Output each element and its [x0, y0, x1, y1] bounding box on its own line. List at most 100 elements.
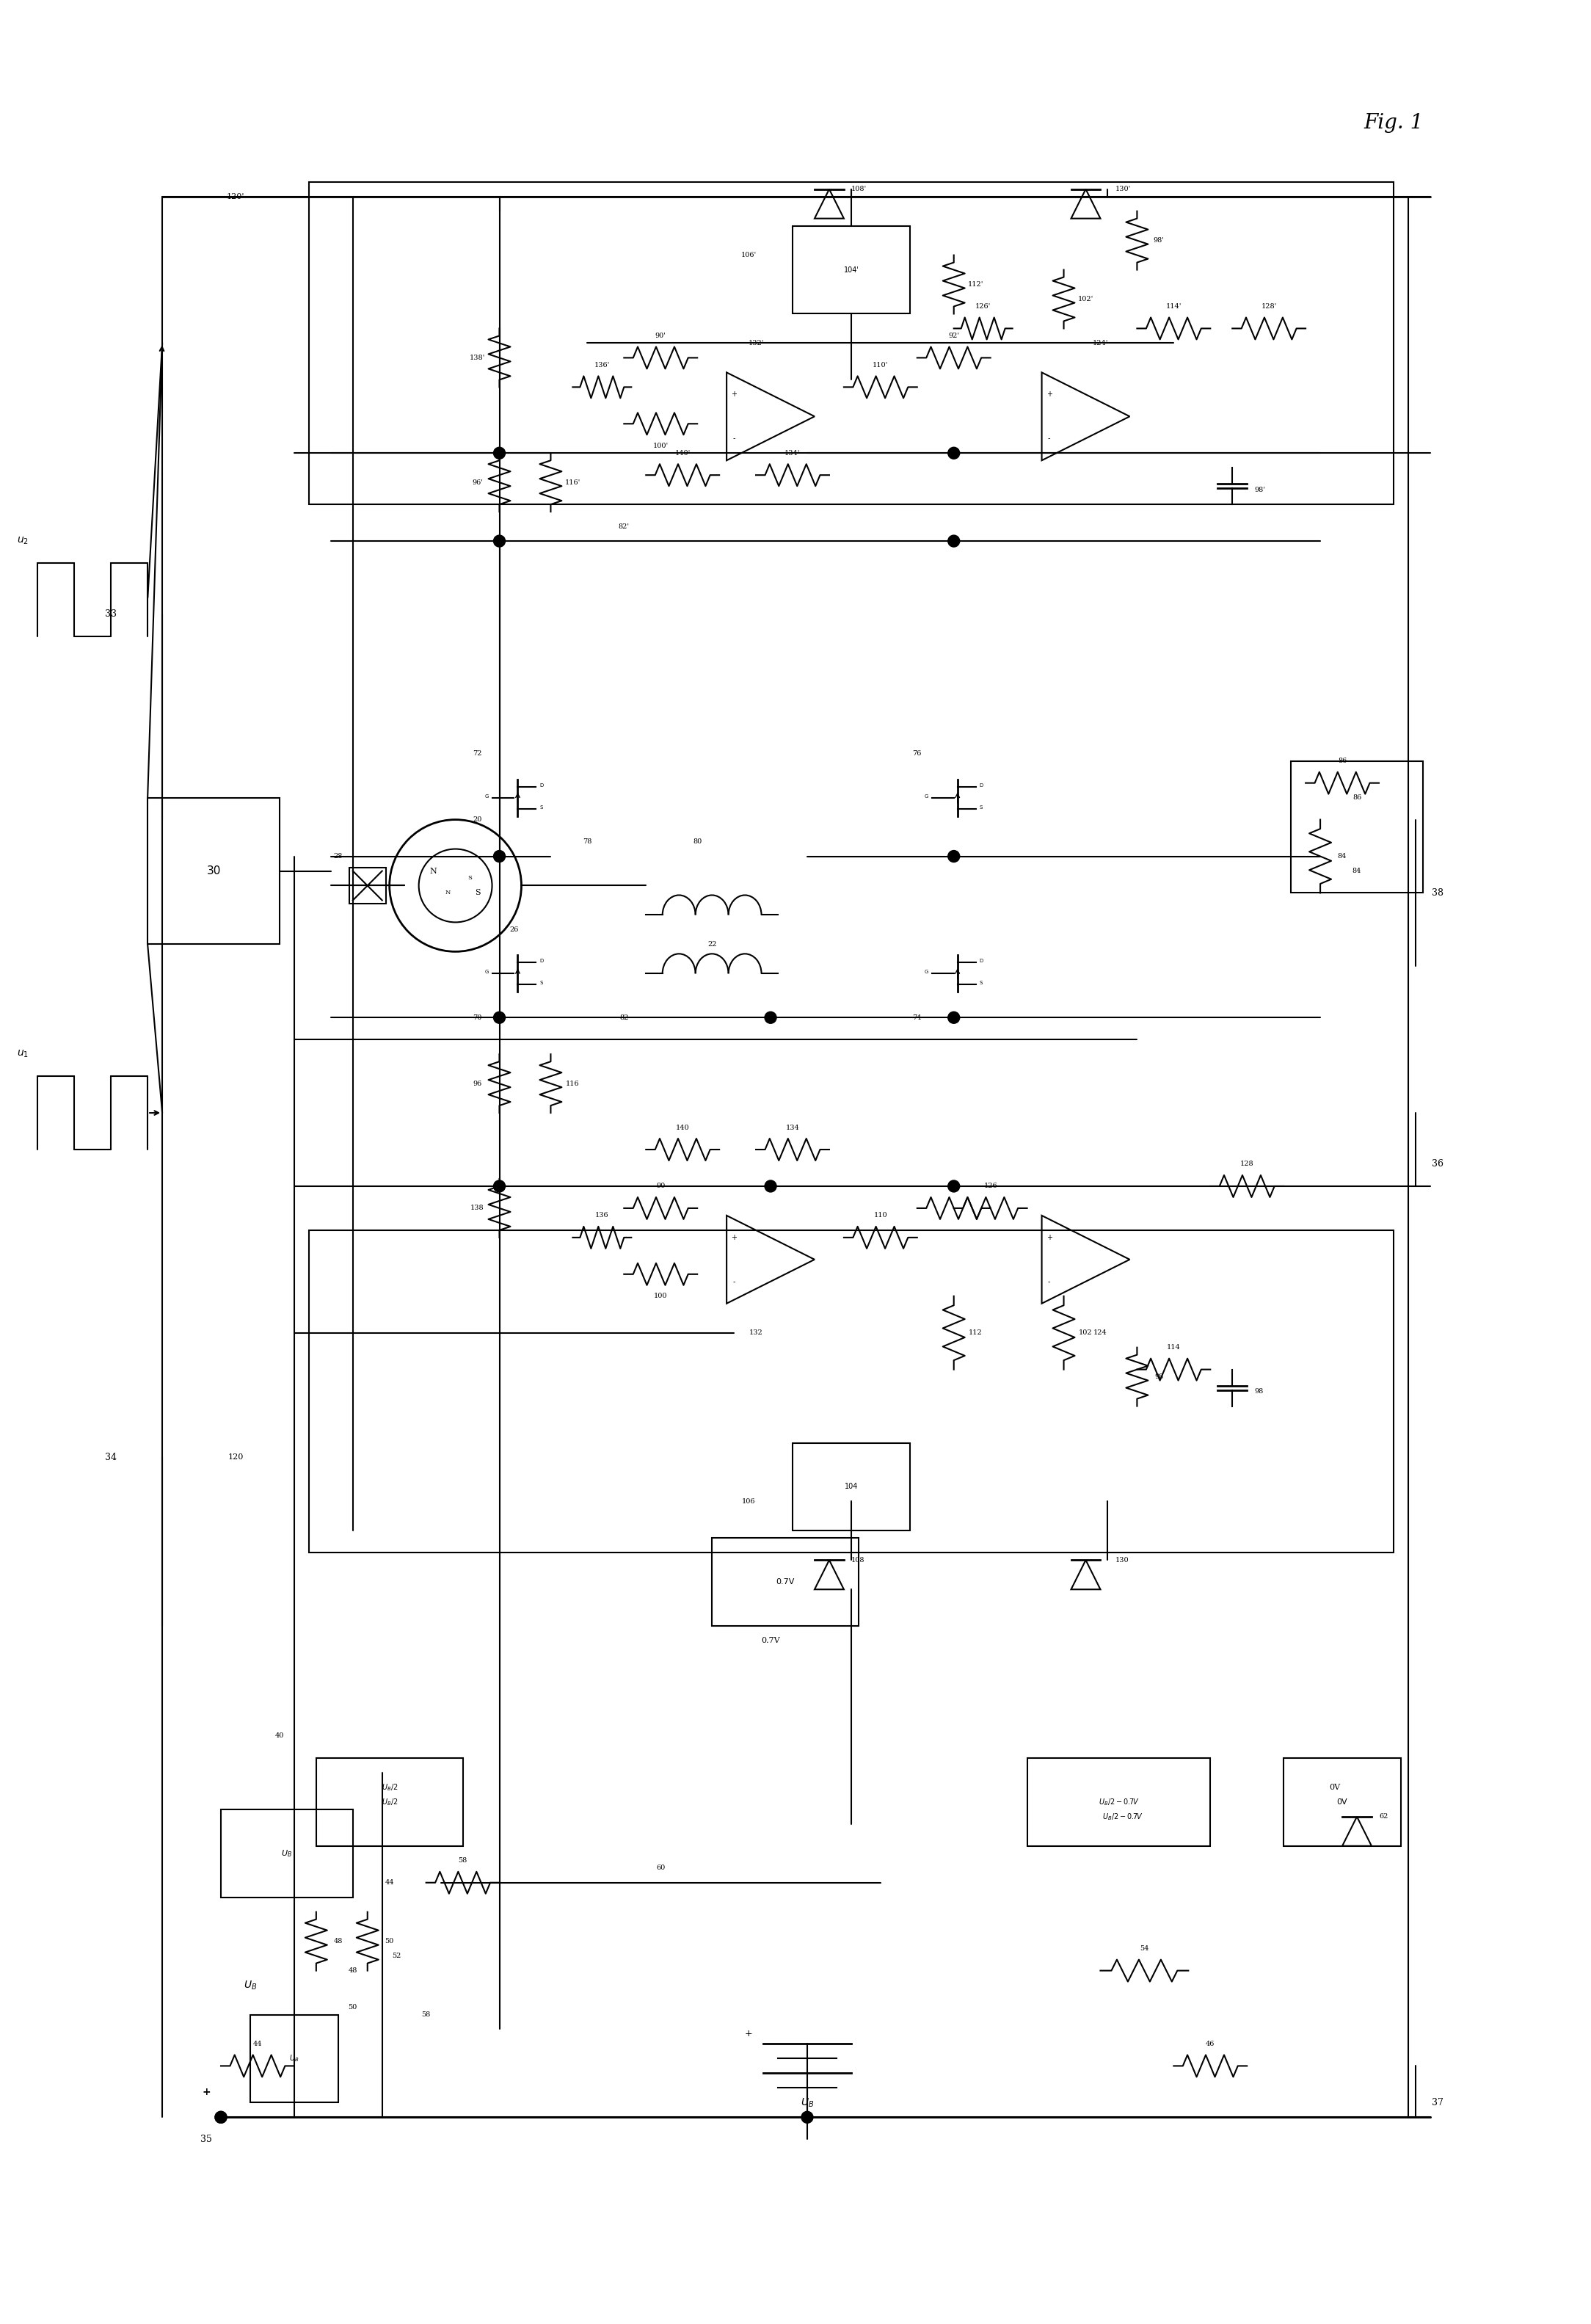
- Text: 22: 22: [708, 941, 716, 948]
- Text: $U_B/2$: $U_B/2$: [382, 1783, 398, 1792]
- Text: 54: 54: [1139, 1945, 1149, 1952]
- Text: 78: 78: [582, 839, 592, 846]
- Text: 134': 134': [784, 451, 800, 456]
- Circle shape: [948, 1181, 959, 1192]
- Text: 106': 106': [741, 251, 756, 258]
- Text: 35: 35: [200, 2133, 212, 2145]
- Text: 106: 106: [741, 1499, 756, 1504]
- Circle shape: [802, 2113, 813, 2124]
- Bar: [792, 1443, 910, 1532]
- Text: 60: 60: [655, 1864, 665, 1871]
- Text: G: G: [485, 795, 488, 799]
- Text: 40: 40: [275, 1734, 285, 1738]
- Text: 116': 116': [565, 479, 581, 486]
- Text: 132': 132': [748, 339, 764, 346]
- Circle shape: [493, 446, 506, 458]
- Circle shape: [948, 535, 959, 546]
- Text: 0V: 0V: [1336, 1799, 1348, 1806]
- Circle shape: [765, 1011, 776, 1023]
- Text: 140: 140: [676, 1125, 689, 1132]
- Text: +: +: [730, 1234, 737, 1241]
- Circle shape: [493, 1181, 506, 1192]
- Text: 124': 124': [1093, 339, 1109, 346]
- Text: 92': 92': [948, 332, 959, 339]
- Text: 36: 36: [1432, 1160, 1443, 1169]
- Text: 46: 46: [1206, 2040, 1216, 2047]
- Bar: [1028, 1757, 1211, 1845]
- Text: 98: 98: [1254, 1387, 1263, 1394]
- Circle shape: [948, 851, 959, 862]
- Bar: [148, 797, 280, 944]
- Text: -: -: [1048, 435, 1050, 442]
- Text: S: S: [474, 890, 480, 897]
- Circle shape: [493, 535, 506, 546]
- Text: 62: 62: [1379, 1813, 1387, 1820]
- Text: N: N: [430, 867, 438, 874]
- Text: 98: 98: [1155, 1373, 1163, 1380]
- Text: 26: 26: [509, 927, 519, 932]
- Text: N: N: [445, 890, 450, 895]
- Text: $U_B$: $U_B$: [243, 1980, 256, 1992]
- Text: 90': 90': [655, 332, 667, 339]
- Text: 52: 52: [393, 1952, 401, 1959]
- Text: 34: 34: [105, 1452, 116, 1462]
- Text: G: G: [924, 969, 929, 974]
- Text: 134: 134: [786, 1125, 799, 1132]
- Bar: [1290, 760, 1422, 892]
- Text: 130: 130: [1115, 1557, 1128, 1564]
- Text: +: +: [1047, 390, 1052, 397]
- Circle shape: [765, 1181, 776, 1192]
- Text: S: S: [539, 981, 543, 985]
- Bar: [792, 225, 910, 314]
- Text: G: G: [485, 969, 488, 974]
- Text: 136: 136: [595, 1213, 609, 1218]
- Text: 82: 82: [619, 1013, 628, 1020]
- Text: 110': 110': [873, 363, 888, 370]
- Text: +: +: [202, 2087, 210, 2099]
- Bar: [250, 2015, 339, 2103]
- Text: $U_B$: $U_B$: [282, 1848, 293, 1859]
- Text: 48: 48: [334, 1938, 342, 1945]
- Circle shape: [493, 851, 506, 862]
- Text: 120': 120': [226, 193, 245, 200]
- Text: -: -: [1048, 1278, 1050, 1285]
- Text: 76: 76: [913, 751, 921, 758]
- Text: 28: 28: [334, 853, 342, 860]
- Text: 30: 30: [207, 865, 221, 876]
- Text: 37: 37: [1432, 2099, 1443, 2108]
- Text: 82': 82': [619, 523, 630, 530]
- Text: 100: 100: [654, 1292, 668, 1299]
- Text: 110: 110: [873, 1213, 888, 1218]
- Text: 80: 80: [692, 839, 702, 846]
- Text: 33: 33: [105, 609, 116, 618]
- Text: $U_B/2-0.7V$: $U_B/2-0.7V$: [1103, 1813, 1142, 1822]
- Text: 130': 130': [1115, 186, 1131, 193]
- Text: 102': 102': [1077, 295, 1093, 302]
- Bar: [1284, 1757, 1402, 1845]
- Bar: [309, 181, 1394, 504]
- Text: 98': 98': [1153, 237, 1165, 244]
- Text: 96: 96: [473, 1081, 482, 1088]
- Text: 84: 84: [1338, 853, 1348, 860]
- Text: Fig. 1: Fig. 1: [1363, 114, 1424, 132]
- Text: $u_2$: $u_2$: [18, 537, 29, 546]
- Text: 104': 104': [843, 267, 859, 274]
- Text: D: D: [539, 783, 544, 788]
- Text: 140': 140': [675, 451, 690, 456]
- Text: 50: 50: [385, 1938, 395, 1945]
- Text: S: S: [980, 981, 983, 985]
- Text: 58: 58: [422, 2010, 431, 2017]
- Text: +: +: [745, 2029, 753, 2038]
- Text: $U_B$: $U_B$: [290, 2054, 299, 2064]
- Text: 114: 114: [1166, 1343, 1181, 1350]
- Text: 84: 84: [1352, 867, 1362, 874]
- Text: 74: 74: [913, 1013, 921, 1020]
- Text: 112': 112': [967, 281, 983, 288]
- Text: D: D: [539, 960, 544, 964]
- Text: 138: 138: [471, 1204, 484, 1211]
- Text: 128: 128: [1239, 1162, 1254, 1167]
- Text: $U_B/2 - 0.7V$: $U_B/2 - 0.7V$: [1098, 1796, 1139, 1808]
- Text: S: S: [980, 804, 983, 809]
- Text: 132: 132: [749, 1329, 762, 1336]
- Text: 108': 108': [851, 186, 867, 193]
